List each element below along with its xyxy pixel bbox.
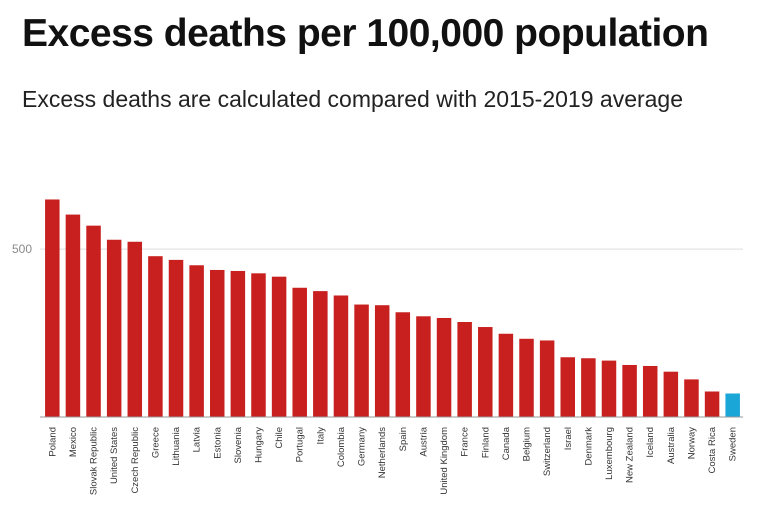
bar-chile (271, 276, 287, 417)
bar-mexico (65, 214, 81, 417)
category-label-netherlands: Netherlands (377, 427, 388, 478)
category-label-latvia: Latvia (192, 426, 203, 452)
bar-italy (313, 291, 328, 417)
bar-portugal (292, 287, 307, 417)
bar-germany (354, 304, 369, 417)
chart-title: Excess deaths per 100,000 population (22, 12, 709, 55)
bar-sweden (725, 393, 740, 417)
category-label-spain: Spain (398, 427, 409, 451)
bar-united-states (106, 239, 122, 417)
category-label-italy: Italy (315, 427, 326, 445)
category-label-canada: Canada (501, 426, 512, 460)
bar-united-kingdom (436, 317, 452, 417)
category-label-czech-republic: Czech Republic (130, 427, 141, 494)
bar-netherlands (374, 305, 390, 417)
category-label-hungary: Hungary (253, 427, 264, 463)
category-label-luxembourg: Luxembourg (604, 427, 615, 480)
bar-canada (498, 333, 514, 417)
category-label-united-kingdom: United Kingdom (439, 427, 450, 495)
category-label-new-zealand: New Zealand (625, 427, 636, 483)
bar-norway (684, 379, 699, 417)
category-label-belgium: Belgium (522, 427, 533, 461)
category-label-australia: Australia (666, 426, 677, 464)
chart-subtitle: Excess deaths are calculated compared wi… (22, 86, 684, 112)
bar-switzerland (539, 340, 555, 417)
bar-latvia (189, 265, 204, 417)
category-label-denmark: Denmark (583, 427, 594, 466)
bar-france (457, 322, 472, 417)
bar-finland (478, 327, 493, 417)
category-label-sweden: Sweden (728, 427, 739, 461)
bar-austria (416, 316, 431, 417)
category-label-slovenia: Slovenia (233, 426, 244, 463)
category-label-greece: Greece (150, 427, 161, 458)
category-label-estonia: Estonia (212, 426, 223, 458)
category-label-germany: Germany (357, 427, 368, 466)
category-label-france: France (460, 427, 471, 457)
bar-hungary (251, 273, 266, 417)
y-tick-label-500: 500 (12, 242, 32, 256)
bar-spain (395, 312, 411, 417)
bar-greece (148, 256, 163, 417)
bar-colombia (333, 295, 349, 417)
category-label-chile: Chile (274, 427, 285, 449)
category-label-united-states: United States (109, 427, 120, 484)
bar-iceland (642, 365, 658, 417)
bar-slovak-republic (86, 225, 101, 417)
bar-costa-rica (704, 391, 720, 417)
category-label-israel: Israel (563, 427, 574, 450)
category-label-costa-rica: Costa Rica (707, 426, 718, 473)
category-label-lithuania: Lithuania (171, 426, 182, 465)
bar-poland (45, 199, 60, 417)
bar-czech-republic (127, 241, 143, 417)
bar-israel (560, 357, 575, 417)
bar-estonia (210, 269, 225, 417)
category-label-austria: Austria (418, 426, 429, 456)
bar-slovenia (230, 270, 246, 417)
category-label-norway: Norway (686, 427, 697, 459)
bar-denmark (581, 358, 596, 417)
category-label-colombia: Colombia (336, 426, 347, 467)
category-label-finland: Finland (480, 427, 491, 458)
category-label-mexico: Mexico (68, 427, 79, 457)
bar-luxembourg (601, 360, 617, 417)
category-label-switzerland: Switzerland (542, 427, 553, 476)
category-label-portugal: Portugal (295, 427, 306, 462)
category-label-iceland: Iceland (645, 427, 656, 458)
bar-australia (663, 371, 679, 417)
bar-belgium (519, 338, 534, 417)
category-label-poland: Poland (47, 427, 58, 457)
bar-lithuania (168, 259, 184, 417)
bar-new-zealand (622, 364, 637, 417)
category-label-slovak-republic: Slovak Republic (89, 427, 100, 495)
